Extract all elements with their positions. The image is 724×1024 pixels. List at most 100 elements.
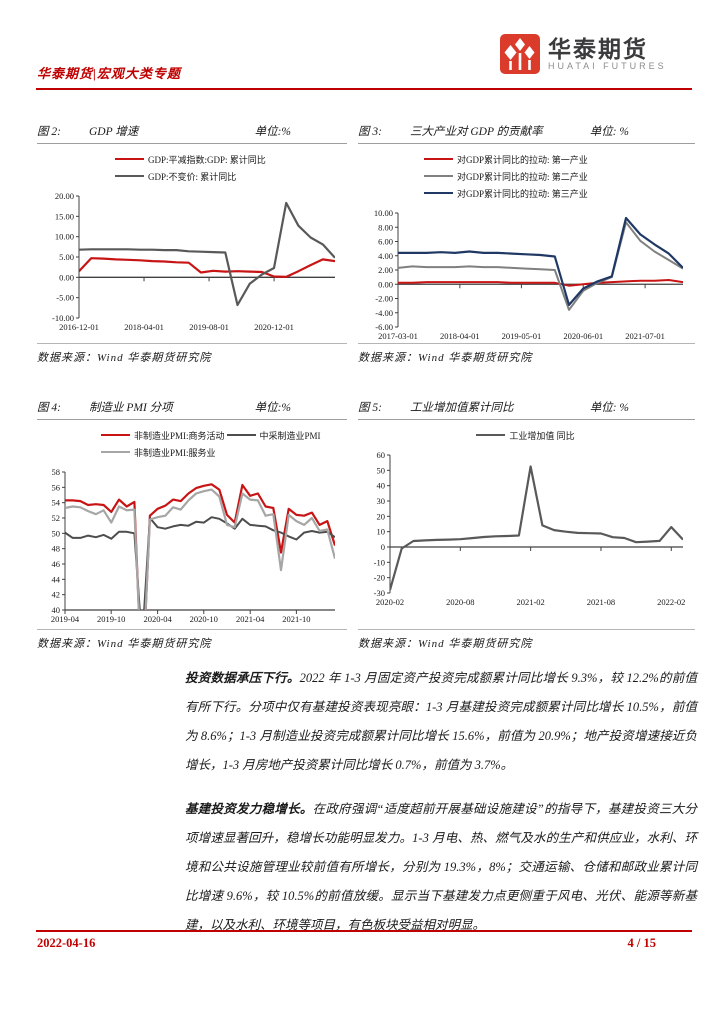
legend-label: 中采制造业PMI [259, 430, 321, 441]
legend-label: GDP:不变价: 累计同比 [148, 171, 237, 182]
legend-line-swatch [101, 433, 130, 437]
logo-en-text: HUATAI FUTURES [548, 61, 667, 71]
legend-label: 非制造业PMI:商务活动 [134, 430, 225, 441]
figure-number: 图 4: [37, 401, 61, 414]
logo-cn-text: 华泰期货 [548, 36, 648, 62]
legend-item: 工业增加值 同比 [476, 429, 575, 442]
svg-text:10: 10 [377, 526, 386, 536]
svg-text:5.00: 5.00 [59, 252, 74, 262]
data-source-text: 数据来源：Wind 华泰期货研究院 [37, 637, 212, 650]
legend-item: 对GDP累计同比的拉动: 第二产业 [424, 170, 588, 183]
paragraph-body: 2022 年 1-3 月固定资产投资完成额累计同比增长 9.3%，较 12.2%… [185, 670, 697, 772]
figure-title-row: 图 3: 三大产业对 GDP 的贡献率 单位: % [358, 123, 695, 143]
legend-line-swatch [424, 191, 453, 195]
paragraph-body: 在政府强调“适度超前开展基础设施建设”的指导下，基建投资三大分项增速显著回升，稳… [185, 801, 697, 932]
source-divider [37, 342, 347, 344]
chart-legend: 非制造业PMI:商务活动 中采制造业PMI 非制造业PMI:服务业 [37, 429, 347, 463]
svg-text:-6.00: -6.00 [375, 322, 393, 332]
source-divider [358, 342, 695, 344]
svg-text:15.00: 15.00 [55, 211, 74, 221]
logo-text: 华泰期货 HUATAI FUTURES [548, 37, 667, 71]
data-source-text: 数据来源：Wind 华泰期货研究院 [37, 351, 212, 364]
legend-item: GDP:平减指数:GDP: 累计同比 [115, 153, 266, 166]
svg-text:2020-06-01: 2020-06-01 [563, 331, 603, 341]
title-divider [37, 418, 347, 420]
svg-text:2021-04: 2021-04 [236, 614, 265, 624]
svg-text:2020-10: 2020-10 [190, 614, 218, 624]
svg-text:8.00: 8.00 [378, 222, 393, 232]
svg-text:52: 52 [52, 513, 61, 523]
svg-text:2021-02: 2021-02 [516, 597, 544, 607]
svg-text:50: 50 [377, 465, 386, 475]
chart-legend: 对GDP累计同比的拉动: 第一产业 对GDP累计同比的拉动: 第二产业 对GDP累计… [358, 153, 695, 204]
huatai-logo-icon [500, 34, 540, 74]
svg-text:50: 50 [52, 528, 61, 538]
svg-text:-2.00: -2.00 [375, 293, 393, 303]
figure-unit: 单位:% [254, 401, 291, 414]
svg-text:2021-10: 2021-10 [282, 614, 310, 624]
paragraph-investment: 投资数据承压下行。2022 年 1-3 月固定资产投资完成额累计同比增长 9.3… [185, 664, 697, 780]
svg-text:-30: -30 [374, 588, 385, 598]
paragraph-infrastructure: 基建投资发力稳增长。在政府强调“适度超前开展基础设施建设”的指导下，基建投资三大… [185, 795, 697, 940]
figure-5-industrial-output: 图 5: 工业增加值累计同比 单位: % 工业增加值 同比 60 50 40 30 20… [358, 399, 695, 651]
legend-label: GDP:平减指数:GDP: 累计同比 [148, 154, 266, 165]
legend-label: 非制造业PMI:服务业 [134, 447, 216, 458]
body-text: 投资数据承压下行。2022 年 1-3 月固定资产投资完成额累计同比增长 9.3… [185, 664, 697, 940]
paragraph-lead: 投资数据承压下行。 [185, 670, 300, 685]
figure-3-gdp-contribution: 图 3: 三大产业对 GDP 的贡献率 单位: % 对GDP累计同比的拉动: 第… [358, 123, 695, 365]
legend-item: 非制造业PMI:商务活动 [101, 429, 225, 442]
gdp-growth-line-chart: 20.00 15.00 10.00 5.00 0.00 -5.00 -10.002016-1… [52, 191, 335, 332]
svg-text:20: 20 [377, 511, 386, 521]
legend-label: 对GDP累计同比的拉动: 第二产业 [457, 171, 588, 182]
svg-text:10.00: 10.00 [374, 208, 393, 218]
footer-date: 2022-04-16 [37, 935, 96, 950]
legend-line-swatch [115, 157, 144, 161]
gdp-contribution-line-chart: 10.00 8.00 6.00 4.00 2.00 0.00 -2.00 -4.00 -6.00… [374, 208, 683, 341]
svg-text:0.00: 0.00 [378, 279, 393, 289]
svg-text:2020-12-01: 2020-12-01 [254, 322, 294, 332]
svg-text:2.00: 2.00 [378, 265, 393, 275]
figure-title-row: 图 2: GDP 增速 单位:% [37, 123, 347, 143]
page-header: 华泰期货|宏观大类专题 华泰期货 HUATAI FUTURES [0, 0, 724, 88]
svg-text:30: 30 [377, 496, 386, 506]
figure-title: GDP 增速 [89, 125, 139, 138]
svg-text:0: 0 [381, 542, 385, 552]
svg-text:10.00: 10.00 [55, 231, 74, 241]
svg-text:2018-04-01: 2018-04-01 [440, 331, 480, 341]
svg-text:-10: -10 [374, 557, 385, 567]
figure-4-pmi: 图 4: 制造业 PMI 分项 单位:% 非制造业PMI:商务活动 中采制造业PM… [37, 399, 347, 651]
svg-text:6.00: 6.00 [378, 236, 393, 246]
svg-text:2020-02: 2020-02 [376, 597, 404, 607]
svg-text:2019-05-01: 2019-05-01 [502, 331, 542, 341]
svg-text:2020-04: 2020-04 [143, 614, 172, 624]
title-divider [37, 142, 347, 144]
data-source-text: 数据来源：Wind 华泰期货研究院 [358, 351, 533, 364]
title-divider [358, 418, 695, 420]
legend-line-swatch [115, 174, 144, 178]
data-source-text: 数据来源：Wind 华泰期货研究院 [358, 637, 533, 650]
svg-text:2018-04-01: 2018-04-01 [124, 322, 164, 332]
legend-line-swatch [101, 450, 130, 454]
svg-text:40: 40 [52, 605, 61, 615]
figure-number: 图 5: [358, 401, 382, 414]
svg-text:2016-12-01: 2016-12-01 [59, 322, 99, 332]
figure-unit: 单位: % [589, 401, 629, 414]
legend-label: 对GDP累计同比的拉动: 第三产业 [457, 188, 588, 199]
huatai-logo: 华泰期货 HUATAI FUTURES [500, 34, 667, 74]
paragraph-lead: 基建投资发力稳增长。 [185, 801, 313, 816]
svg-text:2019-04: 2019-04 [51, 614, 80, 624]
chart-legend: GDP:平减指数:GDP: 累计同比 GDP:不变价: 累计同比 [37, 153, 347, 187]
svg-text:2019-08-01: 2019-08-01 [189, 322, 229, 332]
svg-text:46: 46 [52, 559, 61, 569]
svg-text:20.00: 20.00 [55, 191, 74, 201]
svg-text:2019-10: 2019-10 [97, 614, 125, 624]
svg-text:4.00: 4.00 [378, 250, 393, 260]
legend-line-swatch [424, 157, 453, 161]
svg-text:58: 58 [52, 467, 61, 477]
svg-text:44: 44 [52, 574, 61, 584]
source-divider [37, 628, 347, 630]
svg-text:54: 54 [52, 497, 61, 507]
figure-title: 制造业 PMI 分项 [89, 401, 173, 414]
source-divider [358, 628, 695, 630]
